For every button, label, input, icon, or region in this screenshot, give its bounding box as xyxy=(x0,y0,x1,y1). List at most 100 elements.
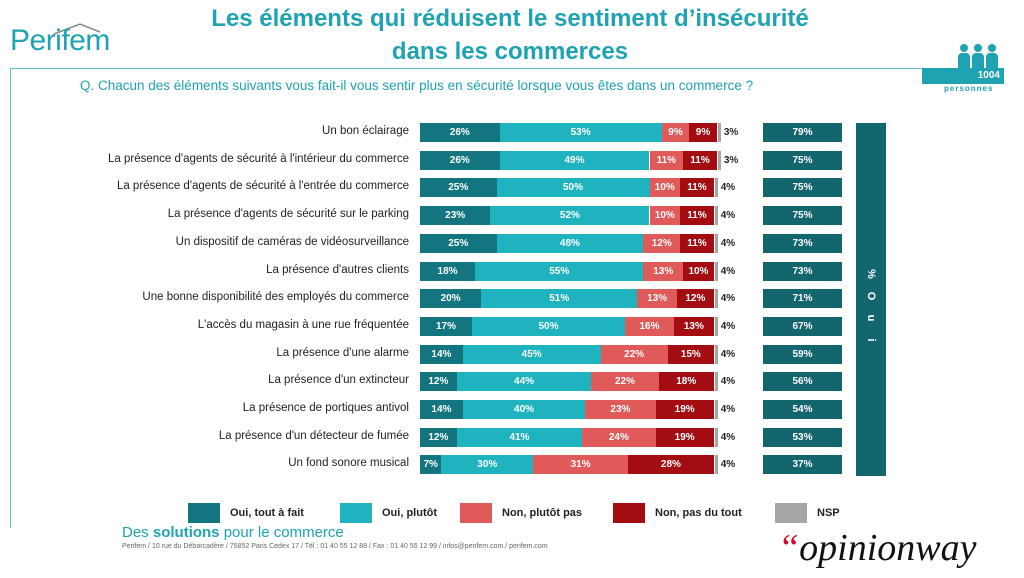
bar-non-pas-du-tout: 11% xyxy=(680,178,714,198)
nsp-value-label: 4% xyxy=(720,348,736,360)
category-label: Un dispositif de caméras de vidéosurveil… xyxy=(175,235,409,248)
bar-non-plutot-pas: 10% xyxy=(649,178,681,198)
bar-oui-plutot: 49% xyxy=(499,150,650,170)
nsp-value-label: 4% xyxy=(720,210,736,222)
bar-oui-plutot: 53% xyxy=(499,123,662,142)
footer-tagline: Des solutions pour le commerce xyxy=(122,524,344,541)
bar-oui-plutot: 48% xyxy=(496,233,644,253)
nsp-value-label: 4% xyxy=(720,459,736,471)
oui-total-value: 67% xyxy=(763,316,842,336)
nsp-value-label: 4% xyxy=(720,431,736,443)
brand-quote: “ xyxy=(778,527,800,569)
title-line-2: dans les commerces xyxy=(391,38,629,65)
legend-label: Oui, plutôt xyxy=(382,507,437,519)
bar-nsp xyxy=(714,261,718,281)
oui-total-value: 56% xyxy=(763,372,842,392)
oui-total-value: 73% xyxy=(763,261,842,281)
oui-total-value: 53% xyxy=(763,427,842,447)
bar-oui-tout-a-fait: 25% xyxy=(420,178,497,198)
oui-total-value: 79% xyxy=(763,123,842,142)
category-label: L'accès du magasin à une rue fréquentée xyxy=(197,318,409,331)
sample-label: personnes xyxy=(944,84,994,93)
bar-oui-tout-a-fait: 26% xyxy=(420,123,500,142)
category-label: La présence d'agents de sécurité sur le … xyxy=(167,208,409,221)
bar-nsp xyxy=(714,233,718,253)
bar-oui-plutot: 44% xyxy=(456,372,592,392)
bar-non-plutot-pas: 16% xyxy=(625,316,674,336)
legend-label: NSP xyxy=(817,507,840,519)
footer-address: Perifem / 10 rue du Débarcadère / 75852 … xyxy=(122,543,548,550)
bar-non-plutot-pas: 13% xyxy=(643,261,684,281)
legend-label: Non, plutôt pas xyxy=(502,507,583,519)
bar-oui-tout-a-fait: 12% xyxy=(420,372,457,392)
bar-non-pas-du-tout: 15% xyxy=(667,344,714,364)
bar-oui-plutot: 52% xyxy=(490,206,650,226)
bar-oui-plutot: 55% xyxy=(475,261,644,281)
bar-non-pas-du-tout: 19% xyxy=(655,427,714,447)
bar-non-plutot-pas: 31% xyxy=(533,455,629,475)
brand-name: opinionway xyxy=(799,527,977,569)
tagline-prefix: Des xyxy=(122,524,149,541)
bar-oui-tout-a-fait: 20% xyxy=(420,289,482,309)
bar-non-plutot-pas: 23% xyxy=(585,400,656,419)
bar-non-plutot-pas: 11% xyxy=(649,150,684,170)
bar-non-pas-du-tout: 11% xyxy=(680,206,714,226)
bar-non-plutot-pas: 12% xyxy=(643,233,681,253)
bar-oui-tout-a-fait: 12% xyxy=(420,427,457,447)
nsp-value-label: 4% xyxy=(720,293,736,305)
bar-oui-plutot: 50% xyxy=(472,316,626,336)
legend-swatch xyxy=(460,503,492,523)
category-label: La présence d'un extincteur xyxy=(268,374,409,387)
legend-label: Non, pas du tout xyxy=(655,507,742,519)
bar-oui-plutot: 41% xyxy=(456,427,583,447)
bar-oui-tout-a-fait: 7% xyxy=(420,455,442,475)
legend-swatch xyxy=(613,503,645,523)
bar-nsp xyxy=(714,400,718,419)
nsp-value-label: 4% xyxy=(720,237,736,249)
bar-non-plutot-pas: 24% xyxy=(582,427,656,447)
tagline-bold: solutions xyxy=(152,524,220,541)
legend-swatch xyxy=(775,503,807,523)
page-title: Les éléments qui réduisent le sentiment … xyxy=(150,2,870,68)
bar-oui-plutot: 50% xyxy=(496,178,650,198)
oui-total-value: 75% xyxy=(763,206,842,226)
category-label: La présence d'une alarme xyxy=(276,346,409,359)
bar-non-pas-du-tout: 10% xyxy=(683,261,714,281)
bar-non-plutot-pas: 13% xyxy=(637,289,678,309)
bar-nsp xyxy=(714,427,718,447)
person-icon xyxy=(958,44,970,68)
nsp-value-label: 4% xyxy=(720,265,736,277)
category-label: Un bon éclairage xyxy=(322,125,409,137)
oui-total-value: 71% xyxy=(763,289,842,309)
nsp-value-label: 3% xyxy=(723,127,739,138)
sample-size-badge: 1004 personnes xyxy=(922,42,1004,94)
bar-non-pas-du-tout: 18% xyxy=(658,372,714,392)
nsp-value-label: 4% xyxy=(720,404,736,415)
bar-non-pas-du-tout: 11% xyxy=(680,233,714,253)
bar-non-plutot-pas: 22% xyxy=(591,372,659,392)
nsp-value-label: 4% xyxy=(720,320,736,332)
bar-oui-tout-a-fait: 14% xyxy=(420,344,463,364)
person-icon xyxy=(972,44,984,68)
category-label: La présence d'un détecteur de fumée xyxy=(218,429,409,442)
bar-nsp xyxy=(714,316,718,336)
category-label: Une bonne disponibilité des employés du … xyxy=(142,291,409,304)
oui-total-value: 54% xyxy=(763,400,842,419)
title-line-1: Les éléments qui réduisent le sentiment … xyxy=(211,5,809,32)
bar-oui-tout-a-fait: 17% xyxy=(420,316,473,336)
bar-nsp xyxy=(714,455,718,475)
bar-nsp xyxy=(714,178,718,198)
sample-count: 1004 xyxy=(977,70,1000,81)
category-label: La présence de portiques antivol xyxy=(242,402,409,414)
bar-non-pas-du-tout: 11% xyxy=(683,150,717,170)
bar-non-pas-du-tout: 9% xyxy=(689,123,717,142)
sample-bar xyxy=(922,68,1004,84)
oui-total-value: 73% xyxy=(763,233,842,253)
bar-nsp xyxy=(717,123,721,142)
bar-nsp xyxy=(714,372,718,392)
bar-non-pas-du-tout: 13% xyxy=(673,316,714,336)
oui-total-value: 75% xyxy=(763,150,842,170)
bar-oui-plutot: 51% xyxy=(481,289,638,309)
